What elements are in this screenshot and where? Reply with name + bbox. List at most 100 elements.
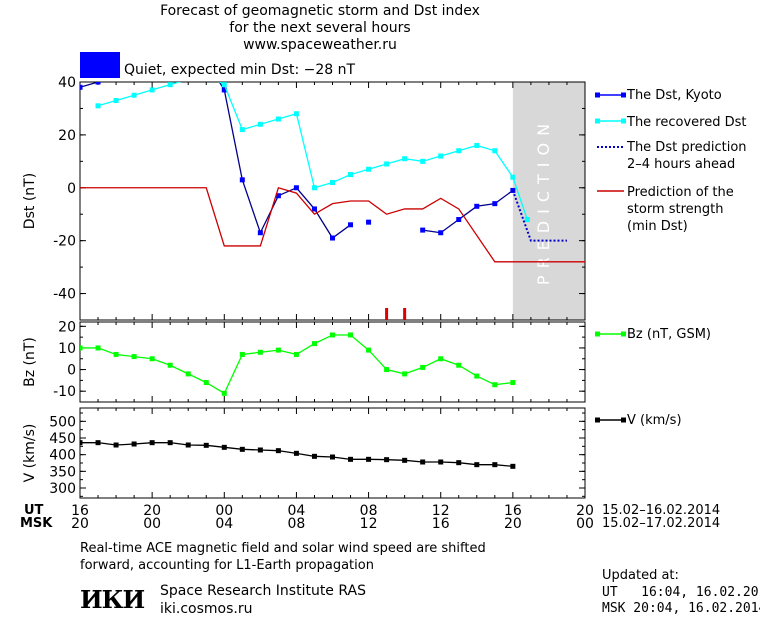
prediction-band bbox=[512, 82, 585, 320]
data-point bbox=[420, 227, 426, 233]
data-point bbox=[275, 448, 281, 454]
data-point bbox=[438, 459, 444, 465]
data-point bbox=[456, 148, 462, 154]
msk-date-range: 15.02–17.02.2014 bbox=[602, 516, 721, 531]
data-point bbox=[438, 153, 444, 159]
ut-label: UT bbox=[24, 503, 44, 518]
ut-tick-label: 20 bbox=[576, 503, 594, 519]
data-point bbox=[95, 345, 101, 351]
legend-recovered-dst: The recovered Dst bbox=[627, 115, 747, 130]
data-point bbox=[293, 450, 299, 456]
legend-bz: Bz (nT, GSM) bbox=[627, 327, 712, 342]
data-point bbox=[366, 347, 372, 353]
data-point bbox=[348, 332, 354, 338]
msk-tick-label: 08 bbox=[288, 516, 306, 532]
data-point bbox=[492, 201, 498, 207]
data-point bbox=[384, 161, 390, 167]
data-point bbox=[492, 382, 498, 388]
data-point bbox=[492, 462, 498, 468]
msk-tick-label: 00 bbox=[576, 516, 594, 532]
legend-v: V (km/s) bbox=[627, 413, 682, 428]
data-point bbox=[492, 148, 498, 154]
data-point bbox=[330, 454, 335, 460]
series-line bbox=[97, 82, 528, 220]
ut-tick-label: 16 bbox=[71, 503, 89, 519]
y-tick-label: 450 bbox=[49, 431, 76, 447]
y-axis-label: V (km/s) bbox=[22, 424, 38, 483]
y-tick-label: -20 bbox=[53, 234, 76, 250]
data-point bbox=[149, 87, 155, 93]
data-point bbox=[510, 380, 516, 386]
data-point bbox=[348, 456, 354, 462]
data-point bbox=[293, 351, 299, 357]
data-point bbox=[524, 217, 530, 223]
data-point bbox=[257, 230, 263, 236]
series-line bbox=[80, 334, 513, 395]
data-point bbox=[113, 351, 119, 357]
y-tick-label: 40 bbox=[58, 75, 76, 91]
prediction-label: PREDICTION bbox=[534, 117, 553, 285]
msk-tick-label: 20 bbox=[71, 516, 89, 532]
data-point bbox=[311, 206, 317, 212]
data-point bbox=[221, 444, 227, 450]
y-axis-label: Bz (nT) bbox=[22, 337, 38, 387]
data-point bbox=[221, 82, 227, 88]
msk-tick-label: 20 bbox=[504, 516, 522, 532]
bz-panel: 20 10 0 -10 Bz (nT) bbox=[22, 319, 586, 403]
data-point bbox=[293, 111, 299, 117]
ut-tick-label: 20 bbox=[143, 503, 161, 519]
data-point bbox=[510, 174, 516, 180]
data-point bbox=[95, 440, 101, 446]
data-point bbox=[330, 235, 335, 241]
data-point bbox=[131, 92, 137, 98]
series-line bbox=[80, 186, 585, 263]
msk-label: MSK bbox=[20, 516, 53, 531]
data-point bbox=[168, 56, 173, 61]
series-line bbox=[422, 189, 514, 234]
data-point bbox=[420, 459, 426, 465]
y-tick-label: 0 bbox=[67, 181, 76, 197]
y-tick-label: 10 bbox=[58, 341, 76, 357]
status-text: Quiet, expected min Dst: −28 nT bbox=[124, 62, 356, 78]
msk-tick-label: 16 bbox=[432, 516, 450, 532]
data-point bbox=[348, 222, 354, 228]
data-point bbox=[185, 371, 191, 377]
data-point bbox=[185, 442, 191, 448]
data-point bbox=[474, 373, 480, 379]
y-tick-label: 0 bbox=[67, 363, 76, 379]
data-point bbox=[80, 84, 83, 90]
data-point bbox=[293, 185, 299, 191]
data-point bbox=[384, 457, 390, 463]
data-point bbox=[474, 142, 480, 148]
ut-tick-label: 16 bbox=[504, 503, 522, 519]
data-point bbox=[275, 347, 281, 353]
ut-tick-label: 08 bbox=[360, 503, 378, 519]
data-point bbox=[474, 462, 480, 468]
data-point bbox=[149, 356, 155, 362]
data-point bbox=[95, 82, 101, 85]
data-point bbox=[456, 362, 462, 368]
data-point bbox=[132, 61, 137, 66]
site-url[interactable]: www.spaceweather.ru bbox=[243, 37, 397, 53]
data-point bbox=[402, 371, 408, 377]
y-tick-label: -10 bbox=[53, 384, 76, 400]
data-point bbox=[239, 351, 245, 357]
data-point bbox=[167, 82, 173, 88]
legend-marker bbox=[621, 92, 626, 98]
legend-prediction-line1: The Dst prediction bbox=[627, 140, 747, 155]
data-point bbox=[186, 48, 191, 53]
institute-url[interactable]: iki.cosmos.ru bbox=[160, 601, 253, 617]
data-point bbox=[510, 463, 516, 469]
data-point bbox=[257, 121, 263, 127]
data-point bbox=[402, 457, 408, 463]
data-point bbox=[311, 341, 317, 347]
status-indicator bbox=[80, 52, 120, 78]
institute-name: Space Research Institute RAS bbox=[160, 583, 366, 599]
data-point bbox=[330, 179, 335, 185]
ut-date-range: 15.02–16.02.2014 bbox=[602, 503, 721, 518]
iki-logo: ИКИ bbox=[80, 585, 145, 614]
data-point bbox=[330, 332, 335, 338]
msk-tick-label: 04 bbox=[215, 516, 233, 532]
panel-frame bbox=[79, 81, 586, 321]
